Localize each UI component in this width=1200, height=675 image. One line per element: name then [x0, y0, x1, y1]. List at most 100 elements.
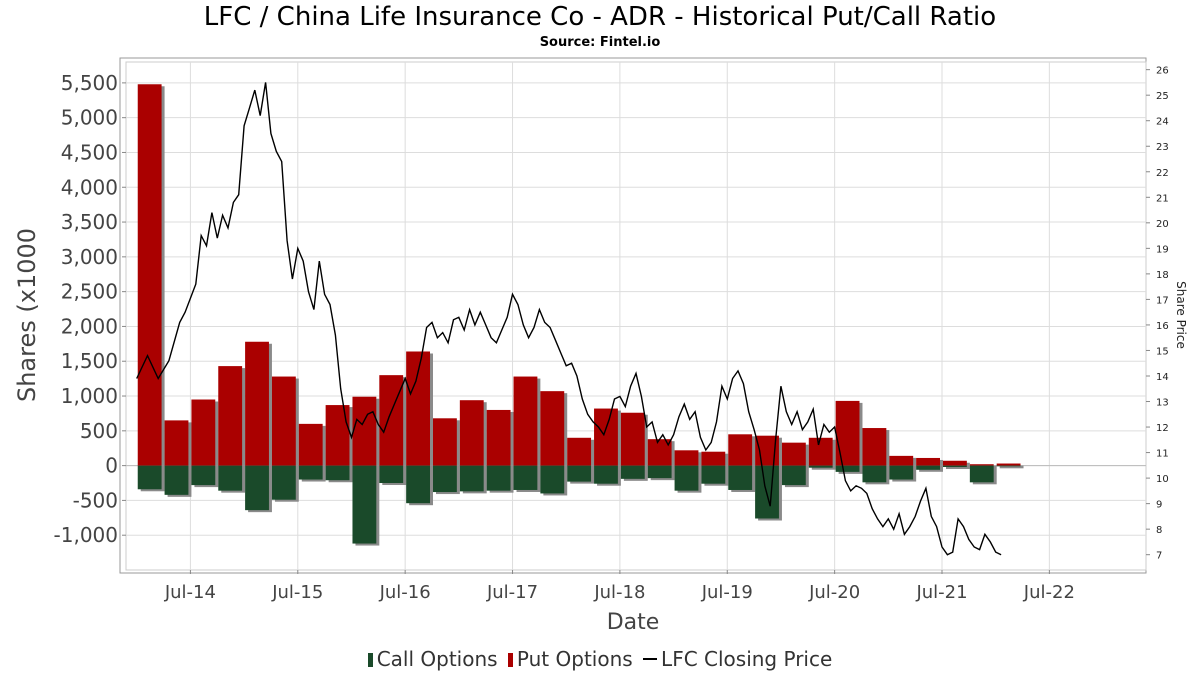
bars-layer	[137, 84, 1024, 546]
call-bar	[459, 465, 484, 492]
y2-tick-label: 9	[1156, 500, 1162, 511]
put-bar	[513, 376, 538, 466]
y2-tick-label: 19	[1156, 244, 1169, 255]
x-tick-label: Jul-22	[1023, 582, 1075, 603]
call-bar	[862, 465, 887, 483]
call-bar	[781, 465, 806, 486]
y2-tick-label: 26	[1156, 66, 1169, 77]
y2-tick-label: 10	[1156, 474, 1169, 485]
y2-tick-label: 15	[1156, 346, 1169, 357]
y2-tick-label: 24	[1156, 117, 1169, 128]
put-bar	[459, 400, 484, 466]
put-bar	[620, 412, 645, 466]
put-bar	[567, 437, 592, 466]
put-bar	[218, 366, 243, 466]
call-bar	[352, 465, 377, 544]
y-axis-label: Shares (x1000	[13, 228, 41, 402]
put-bar	[808, 437, 833, 466]
put-bar	[674, 450, 699, 466]
put-bar	[916, 457, 940, 466]
x-axis-ticks: Jul-14 Jul-15 Jul-16 Jul-17 Jul-18 Jul-19 Jul-…	[164, 570, 1075, 603]
put-bar	[728, 434, 753, 466]
call-bar	[808, 465, 833, 468]
x-tick-label: Jul-20	[808, 582, 860, 603]
y-tick-label: 2,500	[61, 280, 118, 304]
chart-title: LFC / China Life Insurance Co - ADR - Hi…	[203, 2, 997, 32]
chart-subtitle: Source: Fintel.io	[539, 35, 661, 50]
y-tick-label: 2,000	[61, 314, 118, 338]
x-tick-label: Jul-18	[593, 582, 645, 603]
y-tick-label: 1,000	[61, 384, 118, 408]
put-bar	[701, 451, 726, 466]
y2-axis-ticks: 26 25 24 23 22 21 20 19 18 17 16 15 14 13 12 11 10 9 8 7	[1146, 66, 1169, 562]
put-bar	[647, 439, 672, 466]
put-bar	[996, 463, 1021, 466]
call-bar	[889, 465, 914, 480]
call-bar	[969, 465, 994, 483]
put-bar	[594, 408, 618, 466]
x-tick-label: Jul-16	[379, 582, 431, 603]
call-bar	[164, 465, 189, 495]
y-tick-label: 3,000	[61, 245, 118, 269]
call-bar	[191, 465, 216, 486]
legend-label-put: Put Options	[516, 647, 633, 671]
y2-tick-label: 17	[1156, 295, 1169, 306]
y2-tick-label: 7	[1156, 551, 1162, 562]
call-bar	[916, 465, 940, 470]
legend-swatch-price	[643, 658, 658, 660]
put-bar	[781, 442, 806, 466]
call-bar	[486, 465, 511, 491]
put-bar	[245, 341, 269, 466]
x-tick-label: Jul-14	[164, 582, 216, 603]
y2-tick-label: 14	[1156, 372, 1169, 383]
call-bar	[540, 465, 565, 494]
call-bar	[245, 465, 269, 511]
put-bar	[486, 409, 511, 466]
call-bar	[835, 465, 860, 472]
legend-swatch-call	[367, 653, 373, 667]
x-tick-label: Jul-15	[271, 582, 323, 603]
put-bar	[325, 405, 350, 466]
y2-tick-label: 18	[1156, 270, 1169, 281]
y-tick-label: 0	[105, 454, 118, 478]
y-tick-label: -500	[73, 488, 118, 512]
y-tick-label: 5,500	[61, 71, 118, 95]
put-bar	[969, 464, 994, 466]
call-bar	[594, 465, 618, 484]
y-tick-label: 3,500	[61, 210, 118, 234]
put-bar	[137, 84, 162, 466]
call-bar-shadow	[946, 465, 970, 470]
call-bar	[674, 465, 699, 491]
y2-tick-label: 23	[1156, 142, 1169, 153]
put-bar	[540, 391, 565, 466]
y2-tick-label: 13	[1156, 398, 1169, 409]
x-tick-label: Jul-21	[915, 582, 967, 603]
y2-tick-label: 8	[1156, 525, 1162, 536]
call-bar	[620, 465, 645, 479]
put-bar	[298, 423, 323, 466]
price-line	[136, 82, 1002, 556]
y-tick-label: 500	[80, 419, 118, 443]
y2-tick-label: 22	[1156, 168, 1169, 179]
y2-tick-label: 25	[1156, 91, 1169, 102]
legend-item-put: Put Options	[507, 647, 633, 671]
legend-item-price: LFC Closing Price	[643, 647, 832, 671]
y2-tick-label: 20	[1156, 219, 1169, 230]
put-bar	[433, 418, 457, 466]
put-bar	[271, 376, 296, 466]
x-axis-label: Date	[607, 610, 660, 635]
y2-axis-label: Share Price	[1174, 281, 1188, 349]
call-bar	[433, 465, 457, 493]
call-bar	[513, 465, 538, 490]
call-bar	[137, 465, 162, 490]
call-bar	[406, 465, 430, 504]
y-axis-ticks: 5,500 5,000 4,500 4,000 3,500 3,000 2,500 2,000…	[54, 71, 126, 547]
legend-item-call: Call Options	[367, 647, 498, 671]
legend-label-call: Call Options	[376, 647, 498, 671]
put-bar	[862, 428, 887, 466]
call-bar	[298, 465, 323, 480]
x-tick-label: Jul-17	[486, 582, 538, 603]
put-bar	[191, 399, 216, 466]
call-bar	[567, 465, 592, 482]
